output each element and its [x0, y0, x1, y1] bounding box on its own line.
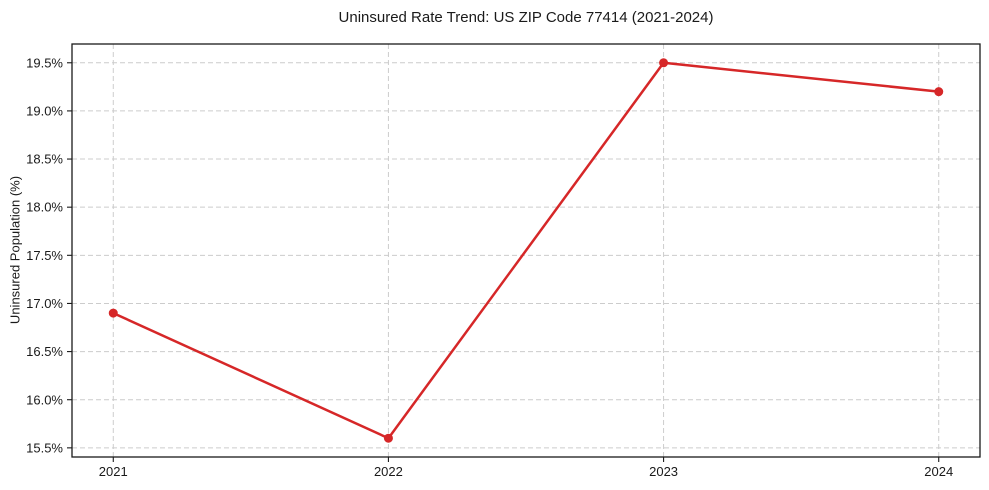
- x-tick-label: 2022: [374, 464, 403, 479]
- y-tick-label: 18.0%: [26, 200, 63, 215]
- y-tick-label: 19.5%: [26, 55, 63, 70]
- y-tick-label: 15.5%: [26, 440, 63, 455]
- y-tick-label: 19.0%: [26, 103, 63, 118]
- y-tick-label: 17.0%: [26, 296, 63, 311]
- chart-title: Uninsured Rate Trend: US ZIP Code 77414 …: [339, 9, 714, 26]
- data-point: [108, 308, 118, 318]
- data-point: [659, 58, 669, 68]
- plot-border: [71, 43, 981, 458]
- data-point: [383, 433, 393, 443]
- data-point: [934, 87, 944, 97]
- y-tick-label: 17.5%: [26, 248, 63, 263]
- y-tick-label: 18.5%: [26, 152, 63, 167]
- x-tick-label: 2024: [924, 464, 953, 479]
- y-tick-label: 16.0%: [26, 392, 63, 407]
- x-tick-label: 2021: [99, 464, 128, 479]
- y-tick-label: 16.5%: [26, 344, 63, 359]
- plot-area: 15.5% 16.0% 16.5% 17.0% 17.5% 18.0% 18.5% 19.0%…: [26, 43, 981, 479]
- x-tick-label: 2023: [649, 464, 678, 479]
- y-axis-label: Uninsured Population (%): [8, 176, 23, 324]
- trend-line: [112, 61, 940, 440]
